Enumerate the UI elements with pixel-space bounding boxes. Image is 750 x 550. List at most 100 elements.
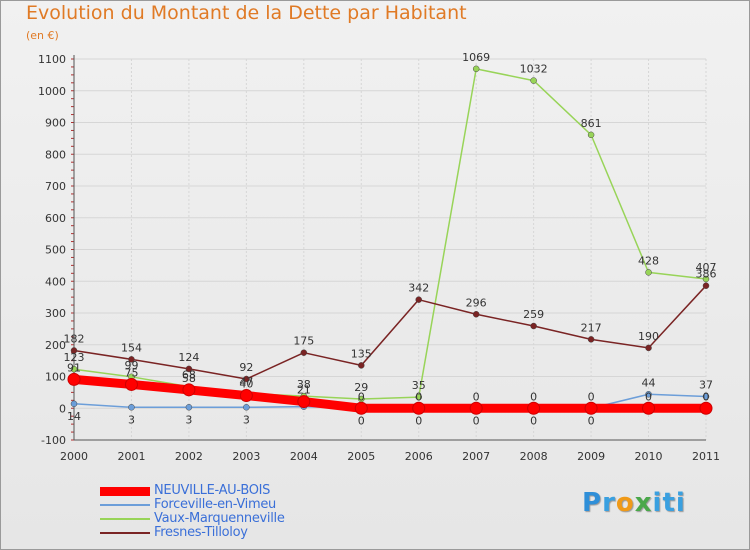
x-tick-label: 2008 (520, 450, 548, 463)
data-point (185, 365, 193, 373)
data-point (128, 356, 135, 363)
y-tick-label: 600 (45, 212, 66, 225)
x-tick-label: 2005 (347, 450, 375, 463)
y-tick-label: 300 (45, 307, 66, 320)
data-point (243, 375, 250, 383)
data-label: 296 (466, 296, 487, 309)
y-tick-label: 800 (45, 148, 66, 161)
y-tick-label: 1100 (38, 53, 66, 66)
y-tick-label: 100 (45, 371, 66, 384)
data-point (415, 393, 422, 401)
legend-item-forceville: Forceville-en-Vimeu (100, 498, 330, 512)
data-label: 0 (703, 390, 710, 403)
legend-swatch (100, 487, 150, 496)
data-point (530, 77, 537, 84)
logo-letter: x (634, 488, 653, 518)
data-label: 259 (523, 308, 544, 321)
x-tick-label: 2002 (175, 450, 203, 463)
x-tick-label: 2007 (462, 450, 490, 463)
data-point (415, 296, 422, 303)
data-point (584, 401, 598, 415)
legend-item-vaux: Vaux-Marquenneville (100, 512, 330, 526)
y-tick-label: 900 (45, 117, 66, 130)
data-point (645, 344, 652, 352)
data-point (70, 365, 78, 373)
data-label: 1069 (462, 51, 490, 64)
data-label: 190 (638, 330, 659, 343)
data-label: 35 (412, 379, 426, 392)
data-point (587, 336, 595, 343)
chart-title: Evolution du Montant de la Dette par Hab… (26, 2, 467, 24)
data-label: 0 (358, 414, 365, 427)
legend-item-neuville: NEUVILLE-AU-BOIS (100, 484, 330, 498)
legend-label: Forceville-en-Vimeu (154, 497, 276, 512)
data-point (469, 401, 483, 415)
legend-item-fresnes: Fresnes-Tilloloy (100, 526, 330, 540)
data-point (472, 65, 480, 73)
x-tick-label: 2009 (577, 450, 605, 463)
data-point (128, 404, 135, 411)
series-line-0 (69, 374, 711, 413)
data-label: 1032 (520, 63, 548, 76)
data-label: 38 (297, 378, 311, 391)
data-label: 154 (121, 341, 142, 354)
data-label: 75 (124, 366, 138, 379)
data-point (297, 395, 311, 409)
data-label: 21 (297, 384, 311, 397)
data-point (702, 393, 710, 400)
y-tick-label: 700 (45, 180, 66, 193)
data-label: 0 (588, 414, 595, 427)
data-point (412, 401, 426, 415)
legend-label: Vaux-Marquenneville (154, 511, 285, 526)
data-point (645, 391, 652, 398)
data-label: 92 (239, 361, 253, 374)
data-label: 428 (638, 254, 659, 267)
data-label: 386 (696, 268, 717, 281)
data-point (530, 322, 537, 330)
data-label: 0 (473, 414, 480, 427)
x-tick-label: 2001 (117, 450, 145, 463)
chart-legend: NEUVILLE-AU-BOIS Forceville-en-Vimeu Vau… (100, 484, 330, 540)
legend-swatch (100, 532, 150, 534)
logo-letter: t (662, 488, 676, 518)
data-label: 0 (645, 390, 652, 403)
legend-label: NEUVILLE-AU-BOIS (154, 483, 271, 498)
legend-swatch (100, 504, 150, 506)
data-label: 29 (354, 381, 368, 394)
data-label: 3 (243, 413, 250, 426)
data-label: 0 (530, 390, 537, 403)
data-label: 3 (185, 413, 192, 426)
logo-letter: o (615, 488, 635, 518)
data-label: 99 (124, 359, 138, 372)
data-label: 217 (581, 321, 602, 334)
x-tick-label: 2006 (405, 450, 433, 463)
x-tick-label: 2003 (232, 450, 260, 463)
x-tick-label: 2011 (692, 450, 720, 463)
data-label: 407 (696, 261, 717, 274)
x-tick-label: 2004 (290, 450, 318, 463)
data-label: 175 (293, 335, 314, 348)
data-point (70, 400, 78, 408)
data-point (702, 275, 710, 283)
y-tick-label: 500 (45, 244, 66, 257)
data-label: 124 (178, 351, 199, 364)
data-label: 135 (351, 347, 372, 360)
data-point (70, 347, 78, 354)
data-label: 342 (408, 282, 429, 295)
data-point (472, 311, 480, 318)
proxiti-logo: Proxiti (582, 488, 686, 518)
data-label: 3 (128, 413, 135, 426)
data-point (645, 269, 652, 276)
data-point (358, 362, 365, 369)
data-point (243, 404, 250, 411)
x-tick-label: 2000 (60, 450, 88, 463)
series-line-3 (73, 284, 707, 380)
data-point (354, 401, 368, 415)
data-point (642, 401, 656, 415)
y-tick-label: 0 (59, 402, 66, 415)
y-tick-label: 1000 (38, 85, 66, 98)
data-label: 68 (182, 369, 196, 382)
data-point (185, 404, 193, 411)
